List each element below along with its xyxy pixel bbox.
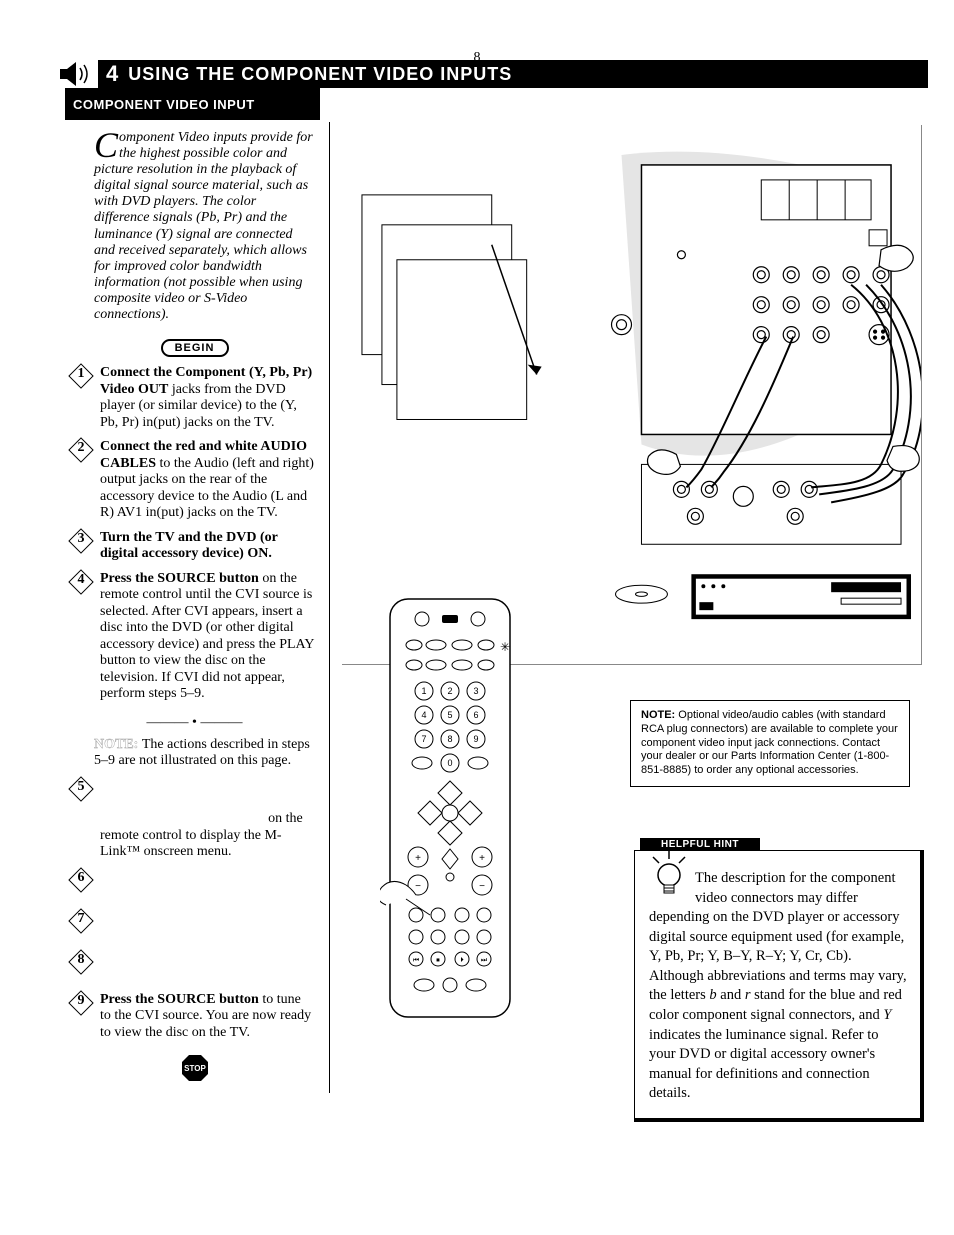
page-number: 8 (474, 50, 481, 66)
step-5-rest: on the remote control to display the M-L… (100, 811, 303, 859)
svg-text:5: 5 (447, 710, 452, 720)
svg-text:4: 4 (421, 710, 426, 720)
step-9-bold: Press the SOURCE button (100, 992, 259, 1007)
note-text: Optional video/audio cables (with standa… (641, 709, 898, 776)
svg-text:6: 6 (473, 710, 478, 720)
svg-text:+: + (415, 853, 421, 864)
svg-text:8: 8 (447, 734, 452, 744)
helpful-text-2: indicates the luminance signal. Refer to… (649, 1027, 879, 1102)
note-label: NOTE: (641, 709, 675, 721)
step-4-bold: Press the SOURCE button (100, 571, 259, 586)
speaker-icon (58, 60, 94, 88)
svg-text:STOP: STOP (184, 1064, 206, 1073)
svg-text:⏵: ⏵ (460, 957, 464, 964)
header-subtitle: COMPONENT VIDEO INPUT (65, 88, 320, 120)
mid-note-lead: NOTE: (94, 737, 142, 752)
svg-text:⏮: ⏮ (413, 957, 419, 964)
helpful-hint-box: The description for the component video … (634, 850, 924, 1122)
svg-text:3: 3 (473, 686, 478, 696)
step-1-marker: 1 (70, 365, 92, 387)
step-6: 6 Select SETUP by pressing the CURSOR RI… (70, 869, 319, 910)
step-4-marker: 4 (70, 571, 92, 593)
header-bar: 4 USING THE COMPONENT VIDEO INPUTS (98, 60, 928, 88)
step-2-marker: 2 (70, 439, 92, 461)
step-9-marker: 9 (70, 992, 92, 1014)
intro-text: omponent Video inputs provide for the hi… (94, 130, 313, 322)
dropcap: C (94, 130, 119, 160)
step-5: 5 x Press the M-Link™ button, on the rem… (70, 778, 319, 869)
svg-text:−: − (415, 881, 421, 892)
step-1: 1 Connect the Component (Y, Pb, Pr) Vide… (70, 365, 319, 439)
step-4: 4 Press the SOURCE button on the remote … (70, 571, 319, 711)
step-3-bold: Turn the TV and the DVD (or digital acce… (100, 530, 278, 562)
lightbulb-icon (647, 851, 691, 899)
step-8: 8 Press the CURSOR RIGHT button until CV… (70, 951, 319, 992)
ornament-divider: ——— • ——— (70, 715, 319, 731)
step-5-marker: 5 (70, 778, 92, 800)
mid-note: NOTE: The actions described in steps 5–9… (70, 737, 319, 778)
step-7-marker: 7 (70, 910, 92, 932)
svg-text:⏹: ⏹ (436, 957, 440, 964)
begin-badge: BEGIN (161, 339, 229, 357)
instructions-column: Component Video inputs provide for the h… (70, 122, 330, 1093)
svg-text:1: 1 (421, 686, 426, 696)
step-4-rest: on the remote control until the CVI sour… (100, 571, 314, 702)
step-7: 7 Select SOURCE by pressing the CURSOR D… (70, 910, 319, 951)
page-root: 4 USING THE COMPONENT VIDEO INPUTS COMPO… (0, 0, 954, 80)
step-2: 2 Connect the red and white AUDIO CABLES… (70, 439, 319, 530)
svg-text:+: + (479, 853, 485, 864)
section-number: 4 (106, 61, 118, 87)
step-8-marker: 8 (70, 951, 92, 973)
remote-svg: 1 2 3 4 5 6 7 8 9 0 (380, 595, 520, 1025)
step-3: 3 Turn the TV and the DVD (or digital ac… (70, 530, 319, 571)
helpful-i3: Y (883, 1007, 891, 1023)
svg-text:2: 2 (447, 686, 452, 696)
helpful-mid1: and (717, 987, 745, 1003)
svg-text:0: 0 (447, 758, 452, 768)
remote-control-diagram: 1 2 3 4 5 6 7 8 9 0 (380, 595, 520, 1025)
header-title: USING THE COMPONENT VIDEO INPUTS (128, 64, 512, 85)
step-9: 9 Press the SOURCE button to tune to the… (70, 992, 319, 1050)
svg-text:⏭: ⏭ (481, 957, 488, 964)
svg-text:9: 9 (473, 734, 478, 744)
diagram-svg (342, 125, 921, 664)
step-6-marker: 6 (70, 869, 92, 891)
wiring-diagram (342, 125, 922, 665)
note-box: NOTE: Optional video/audio cables (with … (630, 700, 910, 787)
intro-paragraph: Component Video inputs provide for the h… (70, 122, 319, 333)
step-3-marker: 3 (70, 530, 92, 552)
svg-text:7: 7 (421, 734, 426, 744)
svg-text:✳: ✳ (500, 640, 510, 654)
svg-text:−: − (479, 881, 485, 892)
helpful-i1: b (709, 987, 716, 1003)
stop-icon: STOP (180, 1053, 210, 1083)
